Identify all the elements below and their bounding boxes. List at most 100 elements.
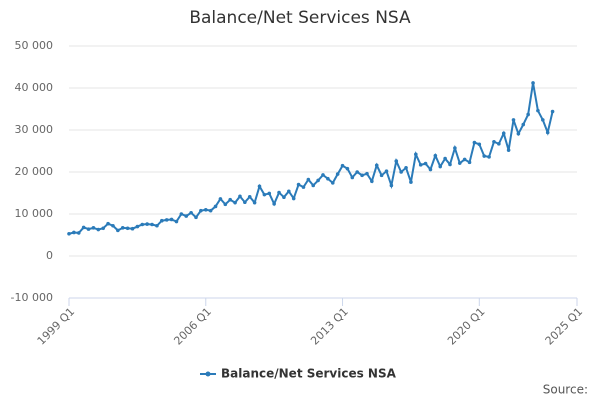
point <box>76 231 81 235</box>
point <box>379 173 384 178</box>
point <box>350 175 355 180</box>
legend-label: Balance/Net Services NSA <box>221 367 397 381</box>
point <box>428 167 433 172</box>
point <box>291 196 296 201</box>
point <box>506 148 511 152</box>
x-tick-label: 2006 Q1 <box>171 305 214 348</box>
point <box>228 197 232 202</box>
point <box>521 122 526 127</box>
point <box>252 200 257 205</box>
x-tick-label: 2013 Q1 <box>308 305 351 348</box>
y-tick-label: 40 000 <box>15 81 54 94</box>
point <box>492 139 496 144</box>
point <box>501 131 506 136</box>
point <box>130 226 135 231</box>
point <box>140 222 145 227</box>
point <box>150 222 154 227</box>
point <box>267 191 272 196</box>
point <box>340 163 345 168</box>
point <box>374 163 379 168</box>
point <box>262 192 267 197</box>
y-tick-label: 0 <box>46 249 53 262</box>
point <box>384 169 389 173</box>
point <box>414 152 418 157</box>
point <box>526 112 530 117</box>
y-tick-label: 10 000 <box>15 207 54 220</box>
point <box>399 170 403 174</box>
point <box>545 130 550 135</box>
point <box>67 231 71 236</box>
point <box>135 224 140 229</box>
point <box>101 226 105 231</box>
point <box>389 183 394 188</box>
point <box>404 166 408 170</box>
point <box>487 155 491 159</box>
point <box>86 227 91 231</box>
point <box>111 223 115 228</box>
point <box>116 228 120 233</box>
point <box>301 185 306 189</box>
point <box>345 166 350 171</box>
point <box>418 163 423 167</box>
y-tick-label: 50 000 <box>15 39 54 52</box>
point <box>311 183 316 188</box>
y-tick-label: 30 000 <box>15 123 54 136</box>
point <box>213 204 218 209</box>
point <box>120 226 125 230</box>
point <box>326 176 330 181</box>
point <box>482 154 486 158</box>
point <box>243 200 247 205</box>
point <box>179 212 184 216</box>
y-tick-label: -10 000 <box>11 291 53 304</box>
point <box>189 210 193 215</box>
point <box>443 156 447 161</box>
point <box>335 172 340 176</box>
point <box>125 226 130 231</box>
point <box>477 142 482 147</box>
x-tick-label: 2020 Q1 <box>445 305 488 348</box>
point <box>453 146 457 150</box>
point <box>247 194 252 199</box>
point <box>203 208 208 212</box>
point <box>462 157 467 162</box>
point <box>223 202 228 207</box>
y-tick-label: 20 000 <box>15 165 54 178</box>
point <box>541 118 545 122</box>
point <box>550 109 555 114</box>
point <box>457 161 462 165</box>
point <box>448 162 452 167</box>
point <box>233 200 237 205</box>
point <box>296 182 301 187</box>
point <box>516 131 521 136</box>
source: Source: <box>543 383 588 397</box>
series-line <box>68 82 554 235</box>
legend-marker <box>205 371 211 377</box>
point <box>208 208 213 213</box>
point <box>330 181 335 185</box>
point <box>169 217 174 222</box>
point <box>497 142 501 146</box>
point <box>155 223 159 228</box>
point <box>306 177 311 182</box>
point <box>287 189 291 194</box>
point <box>174 219 179 224</box>
point <box>277 190 281 195</box>
point <box>536 108 540 113</box>
point <box>145 222 149 226</box>
point <box>72 230 76 235</box>
point <box>184 214 189 218</box>
chart-title: Balance/Net Services NSA <box>189 8 411 28</box>
point <box>511 118 516 122</box>
point <box>160 218 164 223</box>
point <box>409 180 413 184</box>
point <box>164 218 169 222</box>
point <box>433 153 438 158</box>
point <box>365 171 369 176</box>
point <box>472 140 477 145</box>
point <box>257 184 262 189</box>
point <box>106 221 110 226</box>
x-tick-label: 2025 Q1 <box>543 305 586 348</box>
point <box>355 170 359 174</box>
point <box>531 81 535 85</box>
